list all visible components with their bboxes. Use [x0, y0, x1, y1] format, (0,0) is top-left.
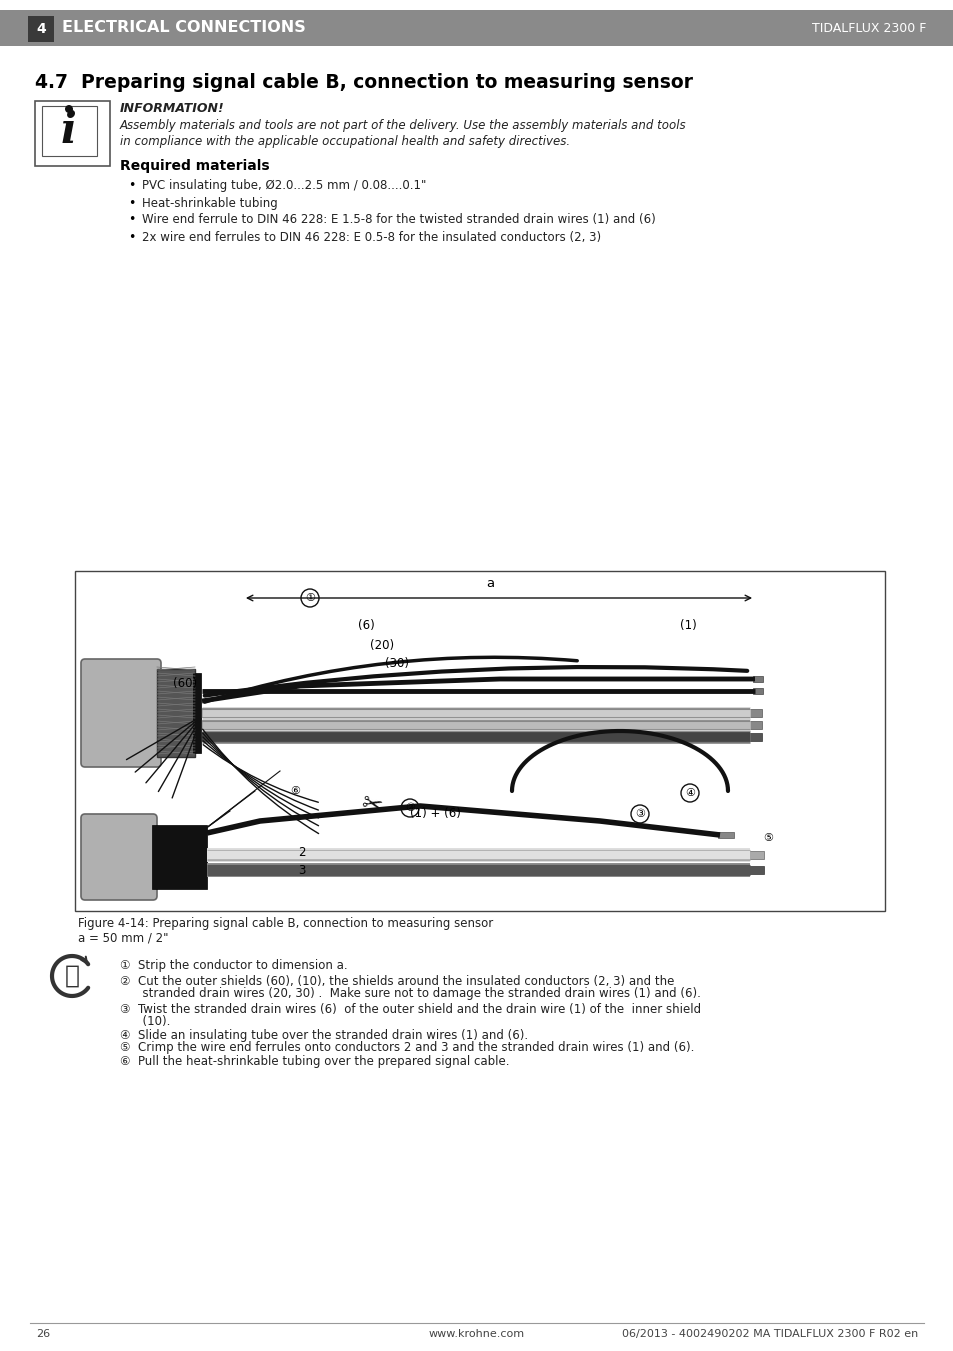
Text: Figure 4-14: Preparing signal cable B, connection to measuring sensor: Figure 4-14: Preparing signal cable B, c… — [78, 916, 493, 929]
Bar — [752, 676, 762, 682]
Bar — [152, 825, 207, 889]
Text: ④: ④ — [684, 788, 695, 798]
Text: i: i — [61, 109, 77, 153]
Bar — [157, 669, 194, 757]
Text: (20): (20) — [370, 639, 394, 651]
Text: (60): (60) — [172, 677, 197, 689]
Text: Required materials: Required materials — [120, 159, 270, 173]
Text: a = 50 mm / 2": a = 50 mm / 2" — [78, 931, 169, 944]
Text: ⑤: ⑤ — [762, 834, 772, 843]
Bar — [28, 16, 54, 42]
Text: ③  Twist the stranded drain wires (6)  of the outer shield and the drain wire (1: ③ Twist the stranded drain wires (6) of … — [120, 1002, 700, 1016]
Text: ④  Slide an insulating tube over the stranded drain wires (1) and (6).: ④ Slide an insulating tube over the stra… — [120, 1028, 528, 1042]
Bar — [747, 866, 763, 874]
Text: PVC insulating tube, Ø2.0...2.5 mm / 0.08....0.1": PVC insulating tube, Ø2.0...2.5 mm / 0.0… — [142, 180, 426, 192]
Text: 3: 3 — [298, 863, 305, 877]
Bar — [35, 101, 110, 166]
Text: ②: ② — [405, 802, 415, 813]
Text: (10).: (10). — [120, 1016, 171, 1028]
Text: TIDALFLUX 2300 F: TIDALFLUX 2300 F — [811, 22, 925, 35]
Text: ③: ③ — [635, 809, 644, 819]
Text: ⑤  Crimp the wire end ferrules onto conductors 2 and 3 and the stranded drain wi: ⑤ Crimp the wire end ferrules onto condu… — [120, 1042, 694, 1055]
Text: ELECTRICAL CONNECTIONS: ELECTRICAL CONNECTIONS — [62, 20, 305, 35]
Bar — [747, 721, 761, 730]
Text: 26: 26 — [36, 1329, 51, 1339]
Text: 4: 4 — [36, 22, 46, 36]
Text: ①: ① — [305, 593, 314, 603]
Text: (30): (30) — [385, 657, 409, 670]
FancyBboxPatch shape — [81, 815, 157, 900]
Bar — [747, 851, 763, 859]
Bar — [752, 688, 762, 694]
Text: INFORMATION!: INFORMATION! — [120, 101, 225, 115]
Text: Assembly materials and tools are not part of the delivery. Use the assembly mate: Assembly materials and tools are not par… — [120, 119, 686, 132]
Text: ②  Cut the outer shields (60), (10), the shields around the insulated conductors: ② Cut the outer shields (60), (10), the … — [120, 974, 674, 988]
Bar — [75, 571, 884, 911]
Text: Heat-shrinkable tubing: Heat-shrinkable tubing — [142, 196, 277, 209]
Text: 4.7  Preparing signal cable B, connection to measuring sensor: 4.7 Preparing signal cable B, connection… — [35, 73, 692, 92]
Text: ①  Strip the conductor to dimension a.: ① Strip the conductor to dimension a. — [120, 959, 347, 973]
Circle shape — [630, 805, 648, 823]
Text: ✂: ✂ — [358, 792, 385, 820]
Bar — [747, 709, 761, 717]
Text: ⑥: ⑥ — [290, 786, 299, 796]
Bar — [42, 105, 97, 155]
Circle shape — [301, 589, 318, 607]
Circle shape — [680, 784, 699, 802]
Text: •: • — [128, 213, 135, 227]
Text: •: • — [128, 231, 135, 243]
Bar — [747, 734, 761, 740]
Text: (1) + (6): (1) + (6) — [410, 808, 460, 820]
Text: 06/2013 - 4002490202 MA TIDALFLUX 2300 F R02 en: 06/2013 - 4002490202 MA TIDALFLUX 2300 F… — [621, 1329, 917, 1339]
Bar — [193, 673, 201, 753]
Circle shape — [65, 105, 73, 113]
Text: stranded drain wires (20, 30) .  Make sure not to damage the stranded drain wire: stranded drain wires (20, 30) . Make sur… — [120, 988, 700, 1001]
Text: 2x wire end ferrules to DIN 46 228: E 0.5-8 for the insulated conductors (2, 3): 2x wire end ferrules to DIN 46 228: E 0.… — [142, 231, 600, 243]
Text: •: • — [128, 180, 135, 192]
Text: Wire end ferrule to DIN 46 228: E 1.5-8 for the twisted stranded drain wires (1): Wire end ferrule to DIN 46 228: E 1.5-8 … — [142, 213, 655, 227]
Text: 2: 2 — [298, 847, 305, 859]
FancyBboxPatch shape — [81, 659, 161, 767]
Text: •: • — [128, 196, 135, 209]
Bar — [0, 9, 953, 46]
Text: in compliance with the applicable occupational health and safety directives.: in compliance with the applicable occupa… — [120, 135, 570, 147]
Circle shape — [400, 798, 418, 817]
Text: 🔄: 🔄 — [65, 965, 79, 988]
Text: (6): (6) — [357, 620, 375, 632]
Bar — [718, 832, 733, 838]
Text: (1): (1) — [679, 620, 696, 632]
Text: ⑥  Pull the heat-shrinkable tubing over the prepared signal cable.: ⑥ Pull the heat-shrinkable tubing over t… — [120, 1055, 509, 1067]
Text: www.krohne.com: www.krohne.com — [429, 1329, 524, 1339]
Text: a: a — [485, 577, 494, 590]
